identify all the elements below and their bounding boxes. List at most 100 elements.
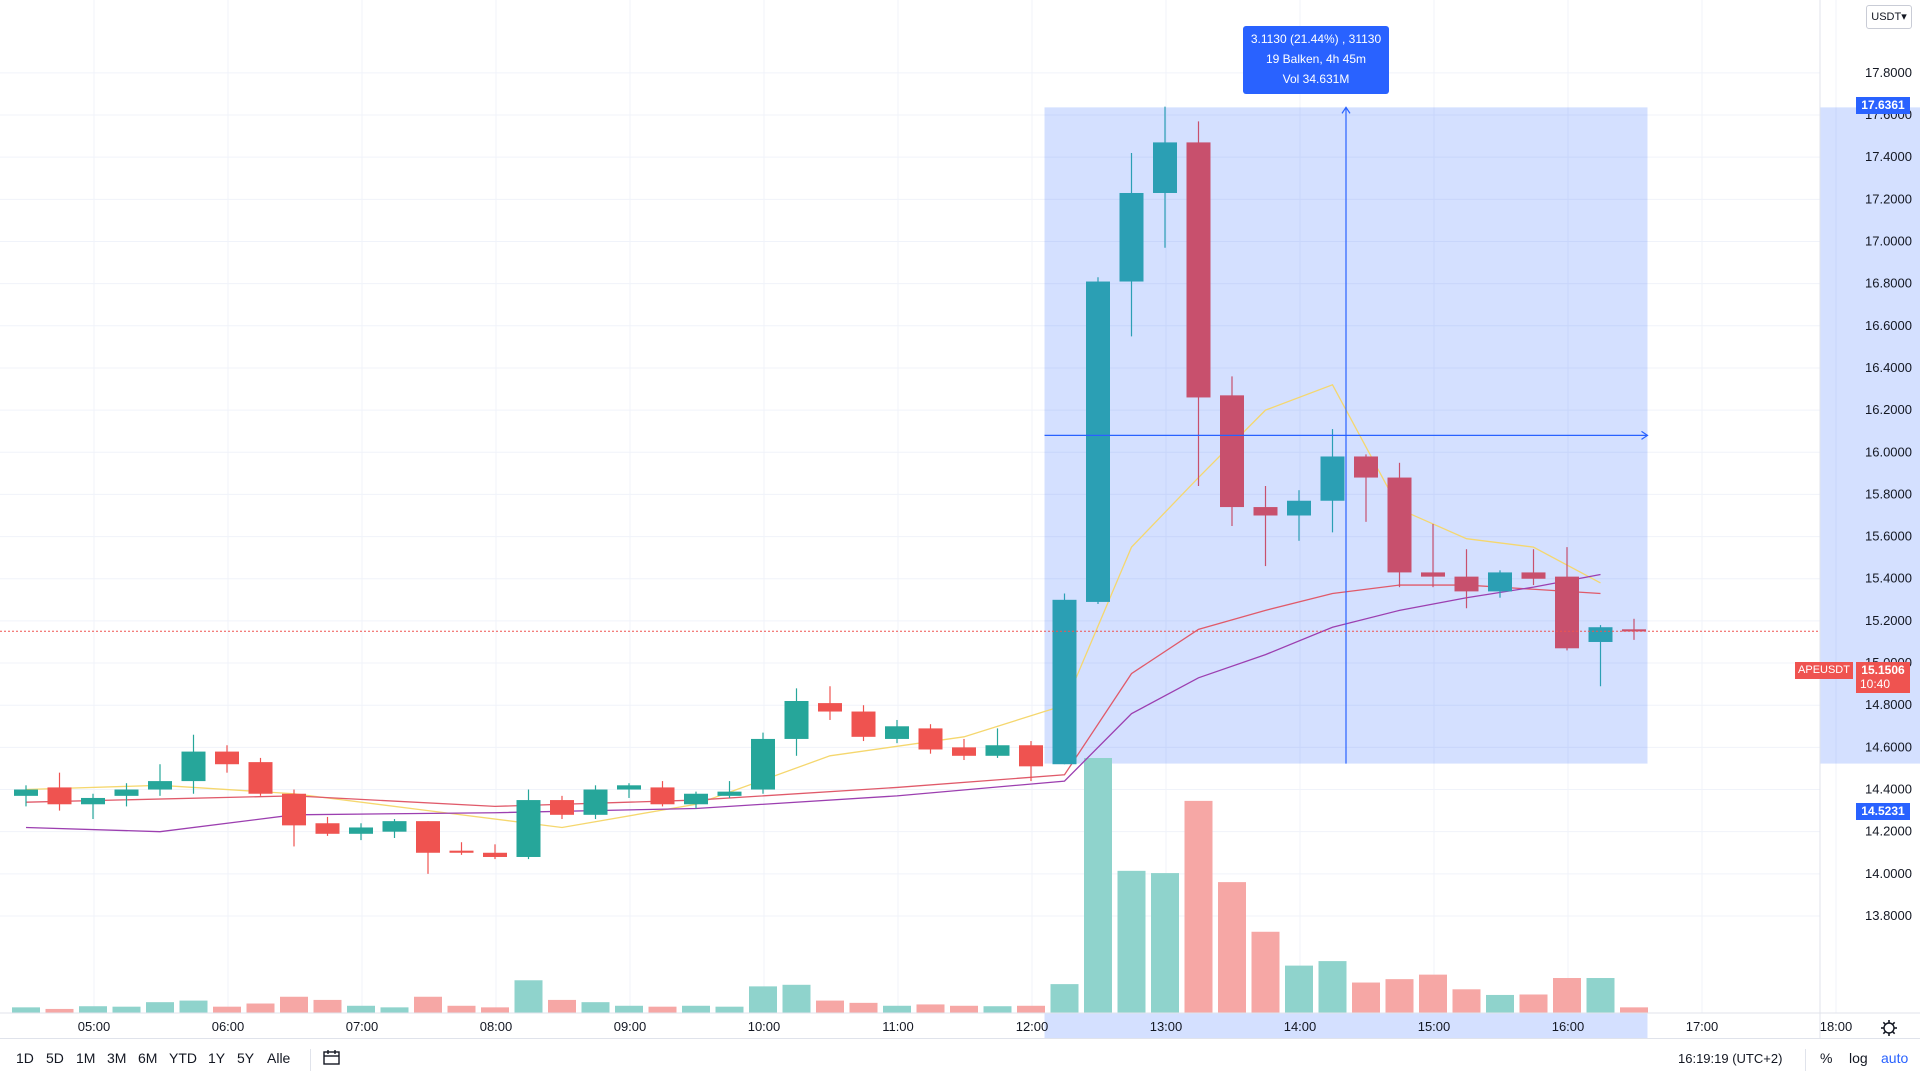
- candle-body: [1053, 600, 1077, 764]
- timeframe-1m[interactable]: 1M: [76, 1050, 95, 1066]
- candle-body: [617, 785, 641, 789]
- time-tick-label: 15:00: [1418, 1019, 1451, 1034]
- volume-bar: [984, 1006, 1012, 1013]
- candle-body: [1086, 282, 1110, 602]
- price-tick-label: 14.4000: [1865, 782, 1912, 797]
- candle: [1220, 376, 1244, 526]
- candle: [48, 773, 72, 811]
- candle: [1019, 741, 1043, 781]
- time-tick-label: 08:00: [480, 1019, 513, 1034]
- price-tick-label: 14.8000: [1865, 697, 1912, 712]
- time-tick-label: 07:00: [346, 1019, 379, 1034]
- candle-body: [1388, 478, 1412, 573]
- volume-bar: [314, 1000, 342, 1013]
- timeframe-1d[interactable]: 1D: [16, 1050, 34, 1066]
- measure-volume: Vol 34.631M: [1243, 69, 1389, 89]
- volume-bar: [1017, 1006, 1045, 1013]
- candle-body: [584, 790, 608, 815]
- volume-bar: [1118, 871, 1146, 1013]
- candle-body: [818, 703, 842, 711]
- volume-bar: [883, 1006, 911, 1013]
- price-tick-label: 16.4000: [1865, 360, 1912, 375]
- timeframe-6m[interactable]: 6M: [138, 1050, 157, 1066]
- candle: [919, 724, 943, 754]
- volume-bar: [749, 986, 777, 1013]
- candle-body: [986, 745, 1010, 756]
- candle-body: [483, 853, 507, 857]
- volume-bar: [1185, 801, 1213, 1013]
- candle: [148, 764, 172, 796]
- price-tick-label: 17.2000: [1865, 191, 1912, 206]
- volume-bar: [1453, 989, 1481, 1013]
- last-price: 15.1506: [1856, 663, 1910, 677]
- candle-body: [349, 827, 373, 833]
- candle-body: [684, 794, 708, 805]
- candle: [852, 705, 876, 741]
- price-tick-label: 14.2000: [1865, 824, 1912, 839]
- timeframe-5y[interactable]: 5Y: [237, 1050, 254, 1066]
- price-tick-label: 13.8000: [1865, 908, 1912, 923]
- price-tick-label: 17.8000: [1865, 65, 1912, 80]
- timeframe-1y[interactable]: 1Y: [208, 1050, 225, 1066]
- timeframe-ytd[interactable]: YTD: [169, 1050, 197, 1066]
- volume-bar: [649, 1007, 677, 1013]
- time-tick-label: 17:00: [1686, 1019, 1719, 1034]
- candle-body: [1488, 572, 1512, 591]
- volume-bar: [950, 1006, 978, 1013]
- chevron-down-icon: ▾: [1901, 11, 1907, 23]
- candle-body: [517, 800, 541, 857]
- candle: [316, 817, 340, 836]
- timeframe-5d[interactable]: 5D: [46, 1050, 64, 1066]
- goto-date-icon[interactable]: [322, 1048, 342, 1070]
- timeframe-alle[interactable]: Alle: [267, 1050, 290, 1066]
- volume-bar: [615, 1006, 643, 1013]
- volume-bar: [850, 1003, 878, 1013]
- measure-change: 3.1130 (21.44%) , 31130: [1243, 29, 1389, 49]
- gear-icon[interactable]: [1881, 1020, 1897, 1036]
- volume-bar: [1051, 984, 1079, 1013]
- percent-button[interactable]: %: [1820, 1050, 1832, 1066]
- currency-button[interactable]: USDT▾: [1866, 5, 1912, 29]
- volume-bar: [280, 997, 308, 1013]
- candle-body: [1321, 456, 1345, 500]
- candle-body: [651, 787, 675, 804]
- candle: [81, 794, 105, 819]
- candle: [249, 758, 273, 796]
- price-tick-label: 15.2000: [1865, 613, 1912, 628]
- candle-body: [416, 821, 440, 853]
- volume-bar: [816, 1001, 844, 1013]
- candle-body: [316, 823, 340, 834]
- auto-button[interactable]: auto: [1881, 1050, 1908, 1066]
- volume-bar: [548, 1000, 576, 1013]
- candle-body: [919, 728, 943, 749]
- candle: [1053, 593, 1077, 764]
- candle: [550, 796, 574, 819]
- clock: 16:19:19 (UTC+2): [1678, 1051, 1782, 1066]
- separator: [1805, 1049, 1806, 1071]
- candle-body: [1522, 572, 1546, 578]
- candle: [1388, 463, 1412, 587]
- volume-bar: [46, 1009, 74, 1013]
- time-tick-label: 13:00: [1150, 1019, 1183, 1034]
- volume-bar: [1252, 932, 1280, 1013]
- volume-bar: [783, 985, 811, 1013]
- volume-bar: [1352, 983, 1380, 1013]
- candle-body: [282, 794, 306, 826]
- candle: [952, 739, 976, 760]
- separator: [310, 1049, 311, 1071]
- candle: [450, 842, 474, 855]
- volume-bar: [716, 1007, 744, 1013]
- measure-top-price-tag: 17.6361: [1856, 97, 1910, 114]
- candle: [651, 781, 675, 806]
- volume-bar: [347, 1006, 375, 1013]
- volume-bar: [79, 1006, 107, 1013]
- candle: [483, 844, 507, 859]
- time-tick-label: 11:00: [882, 1019, 914, 1034]
- price-tick-label: 17.4000: [1865, 149, 1912, 164]
- timeframe-3m[interactable]: 3M: [107, 1050, 126, 1066]
- log-button[interactable]: log: [1849, 1050, 1868, 1066]
- volume-bar: [213, 1007, 241, 1013]
- candle-body: [81, 798, 105, 804]
- candle-body: [1019, 745, 1043, 766]
